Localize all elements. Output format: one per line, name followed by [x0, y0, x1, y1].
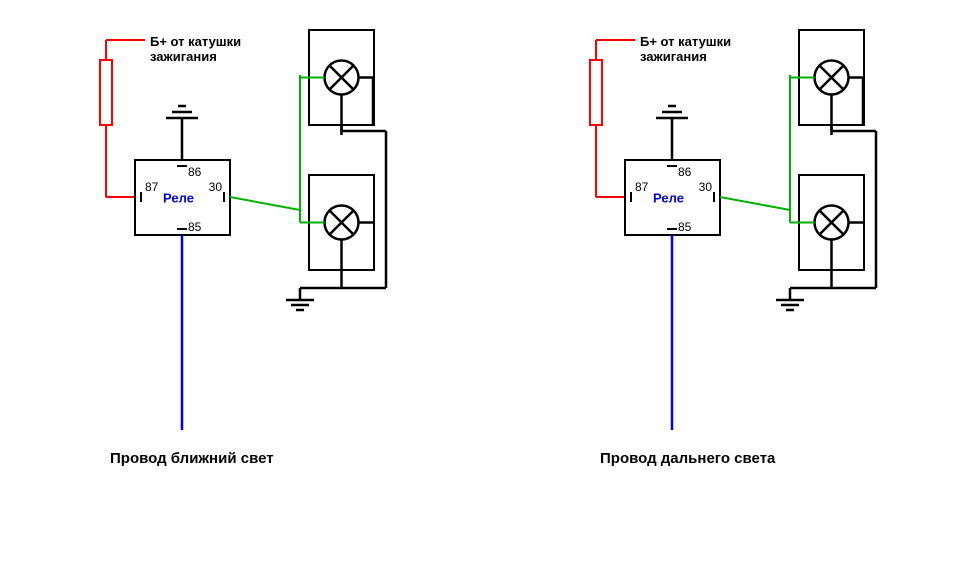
svg-text:86: 86 [678, 165, 692, 179]
caption-left: Провод ближний свет [110, 450, 274, 467]
svg-text:85: 85 [678, 220, 692, 234]
caption-right: Провод дальнего света [600, 450, 775, 467]
svg-text:30: 30 [699, 180, 713, 194]
svg-text:Реле: Реле [653, 191, 684, 206]
svg-text:86: 86 [188, 165, 202, 179]
coil-label-left: Б+ от катушки зажигания [150, 35, 241, 65]
coil-label-r1: Б+ от катушки [640, 34, 731, 49]
coil-label-l1: Б+ от катушки [150, 34, 241, 49]
coil-label-right: Б+ от катушки зажигания [640, 35, 731, 65]
coil-label-l2: зажигания [150, 49, 217, 64]
right-svg: 87 86 30 85 Реле [490, 0, 960, 460]
coil-label-r2: зажигания [640, 49, 707, 64]
left-svg: 87 86 30 85 Реле [0, 0, 470, 460]
svg-text:87: 87 [635, 180, 649, 194]
right-circuit: 87 86 30 85 Реле [490, 0, 960, 460]
left-circuit: 87 86 30 85 Реле [0, 0, 470, 460]
svg-text:30: 30 [209, 180, 223, 194]
svg-text:85: 85 [188, 220, 202, 234]
svg-text:87: 87 [145, 180, 159, 194]
svg-text:Реле: Реле [163, 191, 194, 206]
